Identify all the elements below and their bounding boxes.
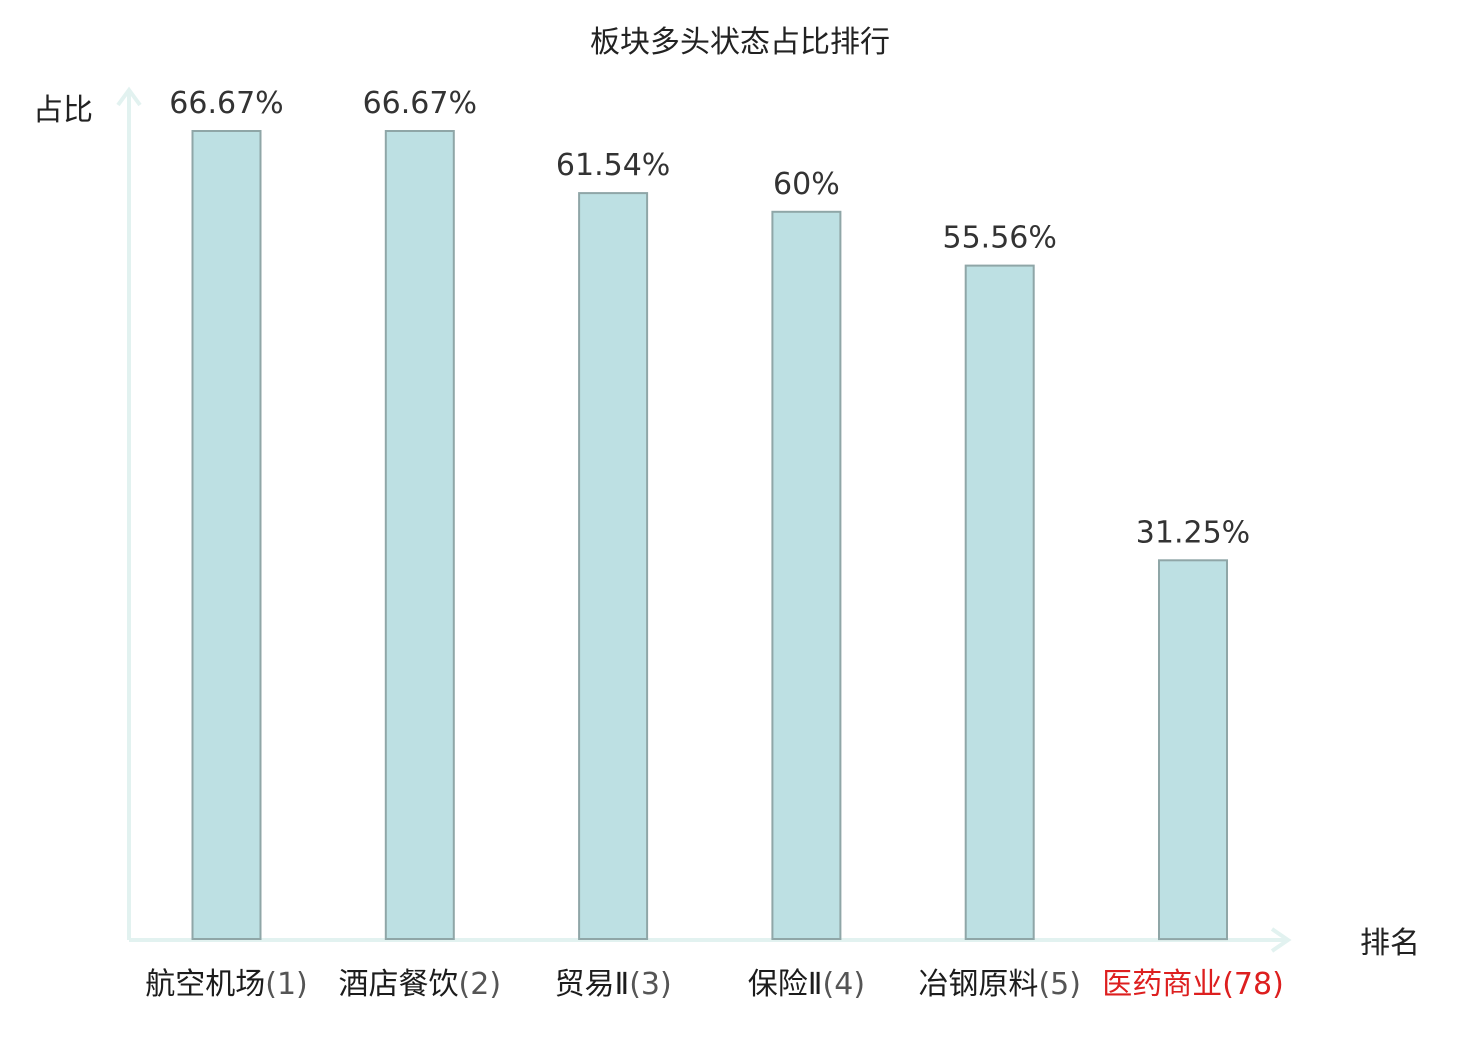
category-label: 保险Ⅱ(4) [748, 967, 865, 1002]
bars-group [191, 130, 1228, 941]
category-name: 保险Ⅱ [748, 967, 823, 1002]
bar [384, 130, 455, 940]
y-axis-label: 占比 [33, 93, 93, 128]
category-name: 贸易Ⅱ [554, 967, 629, 1002]
bar-value-label: 66.67% [363, 86, 477, 121]
category-labels-group: 航空机场(1) 酒店餐饮(2) 贸易Ⅱ(3) 保险Ⅱ(4) 冶钢原料(5) 医药商业(78… [145, 967, 1284, 1002]
x-axis-label: 排名 [1360, 926, 1420, 961]
category-rank: (78) [1222, 967, 1284, 1002]
category-label: 航空机场(1) [145, 967, 308, 1002]
category-name: 医药商业 [1102, 967, 1222, 1002]
x-axis-arrow [1270, 927, 1292, 953]
bar [964, 264, 1035, 941]
bar [1158, 559, 1228, 941]
category-label: 冶钢原料(5) [918, 967, 1080, 1002]
category-label: 贸易Ⅱ(3) [554, 967, 671, 1002]
category-label: 酒店餐饮(2) [339, 967, 502, 1002]
category-rank: (2) [459, 967, 502, 1002]
bar [578, 192, 649, 941]
category-rank: (5) [1038, 967, 1081, 1002]
category-rank: (4) [823, 967, 866, 1002]
bar [191, 130, 262, 940]
category-name: 酒店餐饮 [339, 967, 459, 1002]
bar-value-label: 60% [773, 167, 840, 202]
category-rank: (3) [629, 967, 672, 1002]
category-name: 冶钢原料 [918, 967, 1038, 1002]
bar-value-label: 66.67% [169, 86, 283, 121]
bar-value-label: 31.25% [1136, 515, 1250, 550]
category-label: 医药商业(78) [1102, 967, 1284, 1002]
value-labels-group: 66.67% 66.67% 61.54% 60% 55.56% 31.25% [169, 86, 1250, 550]
bar [771, 210, 842, 941]
chart-title: 板块多头状态占比排行 [590, 25, 890, 60]
category-rank: (1) [265, 967, 308, 1002]
category-name: 航空机场 [145, 967, 265, 1002]
bar-value-label: 61.54% [556, 148, 670, 183]
bar-value-label: 55.56% [943, 221, 1057, 256]
